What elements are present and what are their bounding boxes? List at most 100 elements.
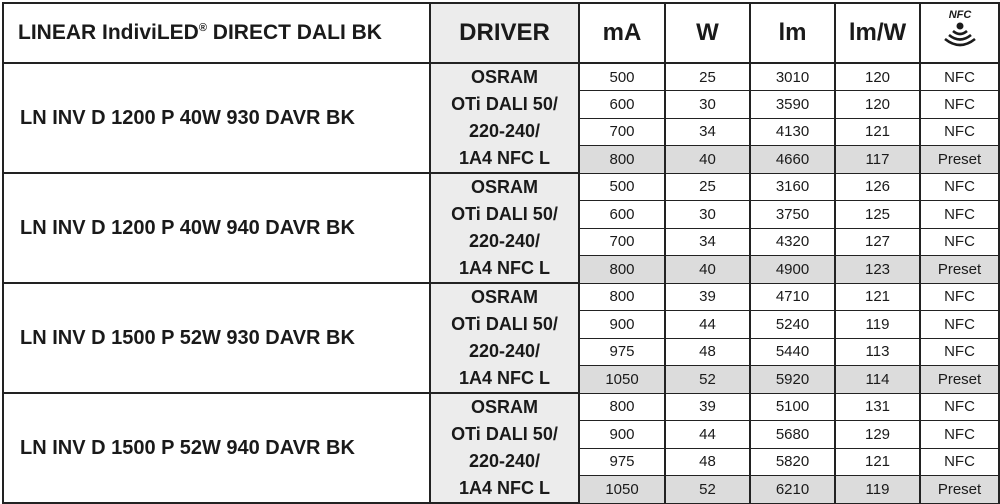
cell-w: 25: [664, 172, 751, 201]
cell-ma: 800: [578, 145, 666, 174]
header-product: LINEAR IndiviLED® DIRECT DALI BK: [2, 2, 431, 64]
product-name: LN INV D 1500 P 52W 940 DAVR BK: [2, 392, 431, 504]
header-lm: lm: [749, 2, 836, 64]
cell-mode: Preset: [919, 475, 1000, 504]
cell-mode: NFC: [919, 447, 1000, 476]
cell-lm: 4710: [749, 282, 836, 311]
product-title-suffix: DIRECT DALI BK: [206, 21, 382, 44]
driver-line: 220-240/: [468, 341, 541, 361]
cell-lmw: 117: [834, 145, 921, 174]
driver-cell: OSRAM OTi DALI 50/220-240/1A4 NFC L: [429, 392, 580, 504]
driver-line: 220-240/: [468, 231, 541, 251]
table-row: LN INV D 1500 P 52W 930 DAVR BK OSRAM OTi …: [2, 282, 1000, 394]
cell-mode: NFC: [919, 117, 1000, 147]
header-ma: mA: [578, 2, 666, 64]
header-row: LINEAR IndiviLED® DIRECT DALI BK DRIVER …: [2, 2, 1000, 64]
cell-mode: NFC: [919, 227, 1000, 256]
table-row: 1050 52 6210 119 Preset: [3, 475, 1000, 504]
driver-line: OTi DALI 50/: [451, 204, 558, 224]
driver-line: OSRAM: [471, 177, 538, 197]
cell-lmw: 120: [834, 90, 921, 119]
cell-w: 52: [664, 475, 751, 504]
cell-mode: NFC: [919, 310, 1000, 339]
table-row: LN INV D 1200 P 40W 940 DAVR BK OSRAM OTi …: [2, 172, 1000, 284]
driver-cell: OSRAM OTi DALI 50/220-240/1A4 NFC L: [429, 282, 580, 394]
cell-ma: 500: [578, 172, 666, 201]
cell-lmw: 126: [834, 172, 921, 201]
driver-line: 1A4 NFC L: [458, 368, 550, 388]
cell-mode: NFC: [919, 62, 1000, 92]
driver-cell: OSRAM OTi DALI 50/220-240/1A4 NFC L: [429, 172, 580, 284]
cell-lm: 5240: [749, 310, 836, 339]
cell-lm: 6210: [749, 475, 836, 504]
cell-w: 25: [664, 62, 751, 92]
header-w: W: [664, 2, 751, 64]
cell-lmw: 119: [834, 310, 921, 339]
cell-lm: 4900: [749, 255, 836, 284]
cell-lm: 3750: [749, 200, 836, 229]
product-name: LN INV D 1200 P 40W 940 DAVR BK: [2, 172, 431, 284]
header-nfc: NFC: [919, 2, 1000, 64]
cell-lm: 5440: [749, 337, 836, 366]
cell-lmw: 131: [834, 392, 921, 421]
cell-w: 52: [664, 365, 751, 394]
cell-lm: 4130: [749, 117, 836, 147]
registered-mark: ®: [198, 22, 207, 34]
cell-lm: 4320: [749, 227, 836, 256]
table-row: LN INV D 1200 P 40W 930 DAVR BK OSRAM OTi …: [2, 62, 1000, 174]
cell-ma: 900: [578, 310, 666, 339]
cell-lmw: 113: [834, 337, 921, 366]
cell-lmw: 121: [834, 282, 921, 311]
cell-w: 44: [664, 310, 751, 339]
table-row: 600 30 3590 120 NFC: [3, 90, 1000, 119]
driver-line: OSRAM: [471, 287, 538, 307]
cell-lmw: 127: [834, 227, 921, 256]
cell-ma: 1050: [578, 475, 666, 504]
driver-line: 1A4 NFC L: [458, 478, 550, 498]
cell-ma: 800: [578, 392, 666, 421]
cell-ma: 500: [578, 62, 666, 92]
cell-w: 48: [664, 337, 751, 366]
table-row: 1050 52 5920 114 Preset: [3, 365, 1000, 394]
product-name: LN INV D 1500 P 52W 930 DAVR BK: [2, 282, 431, 394]
product-name: LN INV D 1200 P 40W 930 DAVR BK: [2, 62, 431, 174]
cell-ma: 800: [578, 255, 666, 284]
driver-line: OSRAM: [471, 67, 538, 87]
cell-w: 30: [664, 200, 751, 229]
cell-lm: 4660: [749, 145, 836, 174]
cell-ma: 800: [578, 282, 666, 311]
cell-lm: 5100: [749, 392, 836, 421]
driver-line: 220-240/: [468, 451, 541, 471]
cell-w: 30: [664, 90, 751, 119]
table-row: 700 34 4130 121 NFC: [3, 117, 1000, 147]
cell-ma: 975: [578, 337, 666, 366]
cell-lmw: 129: [834, 420, 921, 449]
cell-mode: NFC: [919, 200, 1000, 229]
cell-lmw: 121: [834, 117, 921, 147]
cell-mode: Preset: [919, 255, 1000, 284]
cell-mode: NFC: [919, 337, 1000, 366]
cell-lm: 5680: [749, 420, 836, 449]
cell-w: 40: [664, 145, 751, 174]
cell-lmw: 119: [834, 475, 921, 504]
table-row: 900 44 5680 129 NFC: [3, 420, 1000, 449]
cell-lmw: 114: [834, 365, 921, 394]
cell-ma: 700: [578, 227, 666, 256]
cell-lm: 5820: [749, 447, 836, 476]
driver-line: 1A4 NFC L: [458, 258, 550, 278]
cell-mode: Preset: [919, 365, 1000, 394]
table-row: 975 48 5440 113 NFC: [3, 337, 1000, 366]
cell-ma: 600: [578, 200, 666, 229]
cell-ma: 900: [578, 420, 666, 449]
driver-line: OSRAM: [471, 397, 538, 417]
table-row: 800 40 4660 117 Preset: [3, 145, 1000, 174]
header-lmw: lm/W: [834, 2, 921, 64]
cell-mode: NFC: [919, 392, 1000, 421]
cell-lmw: 123: [834, 255, 921, 284]
cell-lm: 3010: [749, 62, 836, 92]
cell-mode: NFC: [919, 90, 1000, 119]
cell-w: 40: [664, 255, 751, 284]
cell-w: 44: [664, 420, 751, 449]
cell-w: 34: [664, 227, 751, 256]
